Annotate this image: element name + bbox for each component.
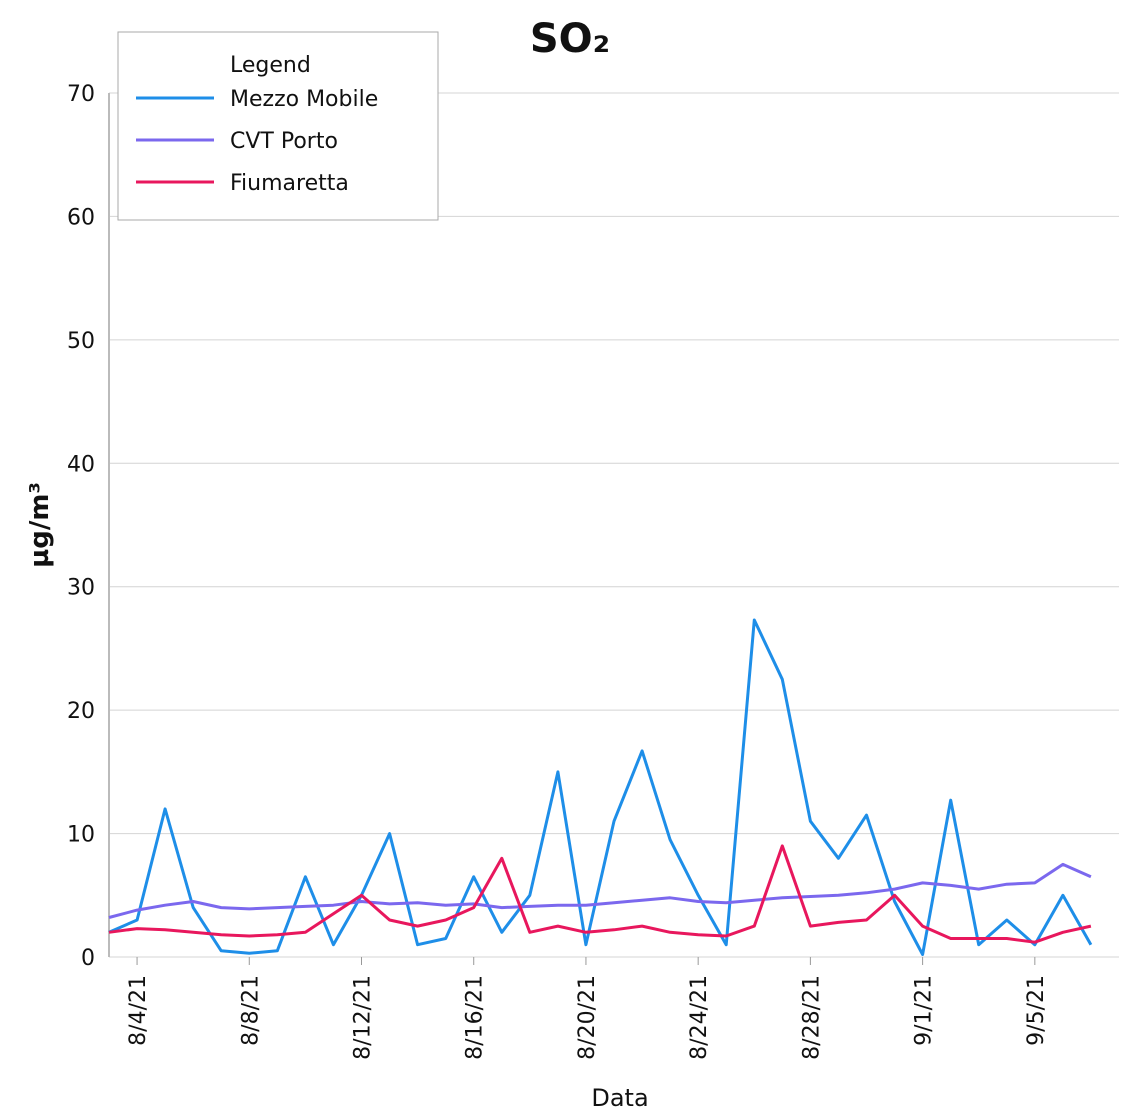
y-tick-label: 10 (67, 823, 95, 848)
legend-box (117, 31, 439, 221)
chart-title: SO₂ (530, 16, 610, 62)
y-tick-label: 60 (67, 205, 95, 230)
series-line (108, 862, 1092, 919)
y-tick-label: 0 (81, 946, 95, 971)
x-tick-label: 9/1/21 (912, 975, 937, 1046)
y-tick-label: 50 (67, 329, 95, 354)
y-axis-label: µg/m³ (25, 482, 55, 568)
x-tick-label: 8/20/21 (575, 975, 600, 1060)
legend-title: Legend (230, 53, 311, 78)
legend-label: Mezzo Mobile (230, 87, 378, 112)
x-tick-label: 8/8/21 (238, 975, 263, 1046)
x-tick-label: 8/24/21 (687, 975, 712, 1060)
x-tick-label: 9/5/21 (1024, 975, 1049, 1046)
series-line (108, 844, 1092, 944)
x-tick-label: 8/16/21 (463, 975, 488, 1060)
x-tick-label: 8/4/21 (126, 975, 151, 1046)
x-tick-label: 8/12/21 (351, 975, 376, 1060)
y-tick-label: 30 (67, 576, 95, 601)
legend-label: CVT Porto (230, 129, 338, 154)
legend-label: Fiumaretta (230, 171, 349, 196)
y-tick-label: 70 (67, 82, 95, 107)
y-tick-label: 40 (67, 452, 95, 477)
y-tick-label: 20 (67, 699, 95, 724)
x-tick-label: 8/28/21 (799, 975, 824, 1060)
x-axis-label: Data (591, 1084, 648, 1112)
